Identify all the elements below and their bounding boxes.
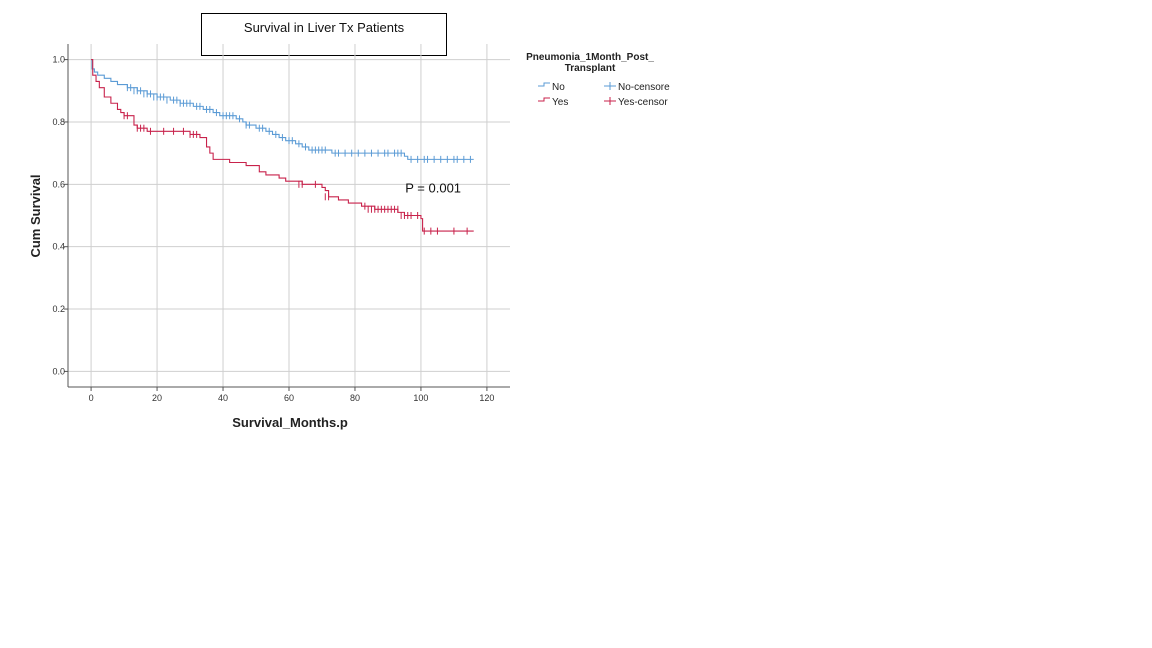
- legend-swatch-no: [538, 82, 550, 87]
- x-tick-label: 0: [89, 393, 94, 403]
- p-value-annotation: P = 0.001: [405, 180, 461, 195]
- gridlines: [68, 44, 510, 387]
- legend-title-line-1: Pneumonia_1Month_Post_: [526, 52, 654, 63]
- legend-censor-label-yes: Yes-censor: [618, 97, 668, 108]
- x-tick-label: 40: [218, 393, 228, 403]
- chart-title: Survival in Liver Tx Patients: [201, 13, 447, 56]
- y-tick-label: 1.0: [52, 55, 65, 65]
- x-tick-label: 120: [479, 393, 494, 403]
- y-tick-label: 0.4: [52, 242, 65, 252]
- survival-curve-no: [91, 59, 474, 160]
- tick-labels: 0 20 40 60 80 100 120 0.0 0.2 0.4 0.6 0.8 1.0: [52, 55, 494, 403]
- y-tick-label: 0.6: [52, 179, 65, 189]
- axes: [64, 44, 510, 391]
- legend: Pneumonia_1Month_Post_ Transplant No No-c…: [526, 52, 670, 108]
- x-tick-label: 20: [152, 393, 162, 403]
- x-tick-label: 80: [350, 393, 360, 403]
- x-tick-label: 60: [284, 393, 294, 403]
- x-axis-title: Survival_Months.p: [232, 415, 348, 430]
- legend-label-yes: Yes: [552, 97, 568, 108]
- survival-curve-yes: [91, 59, 474, 232]
- y-tick-label: 0.8: [52, 117, 65, 127]
- y-tick-label: 0.2: [52, 304, 65, 314]
- y-axis-title: Cum Survival: [28, 174, 43, 257]
- legend-label-no: No: [552, 82, 565, 93]
- x-tick-label: 100: [413, 393, 428, 403]
- legend-swatch-yes: [538, 97, 550, 102]
- legend-censor-label-no: No-censore: [618, 82, 670, 93]
- y-tick-label: 0.0: [52, 366, 65, 376]
- series-group: [91, 59, 474, 235]
- legend-title-line-2: Transplant: [565, 63, 616, 74]
